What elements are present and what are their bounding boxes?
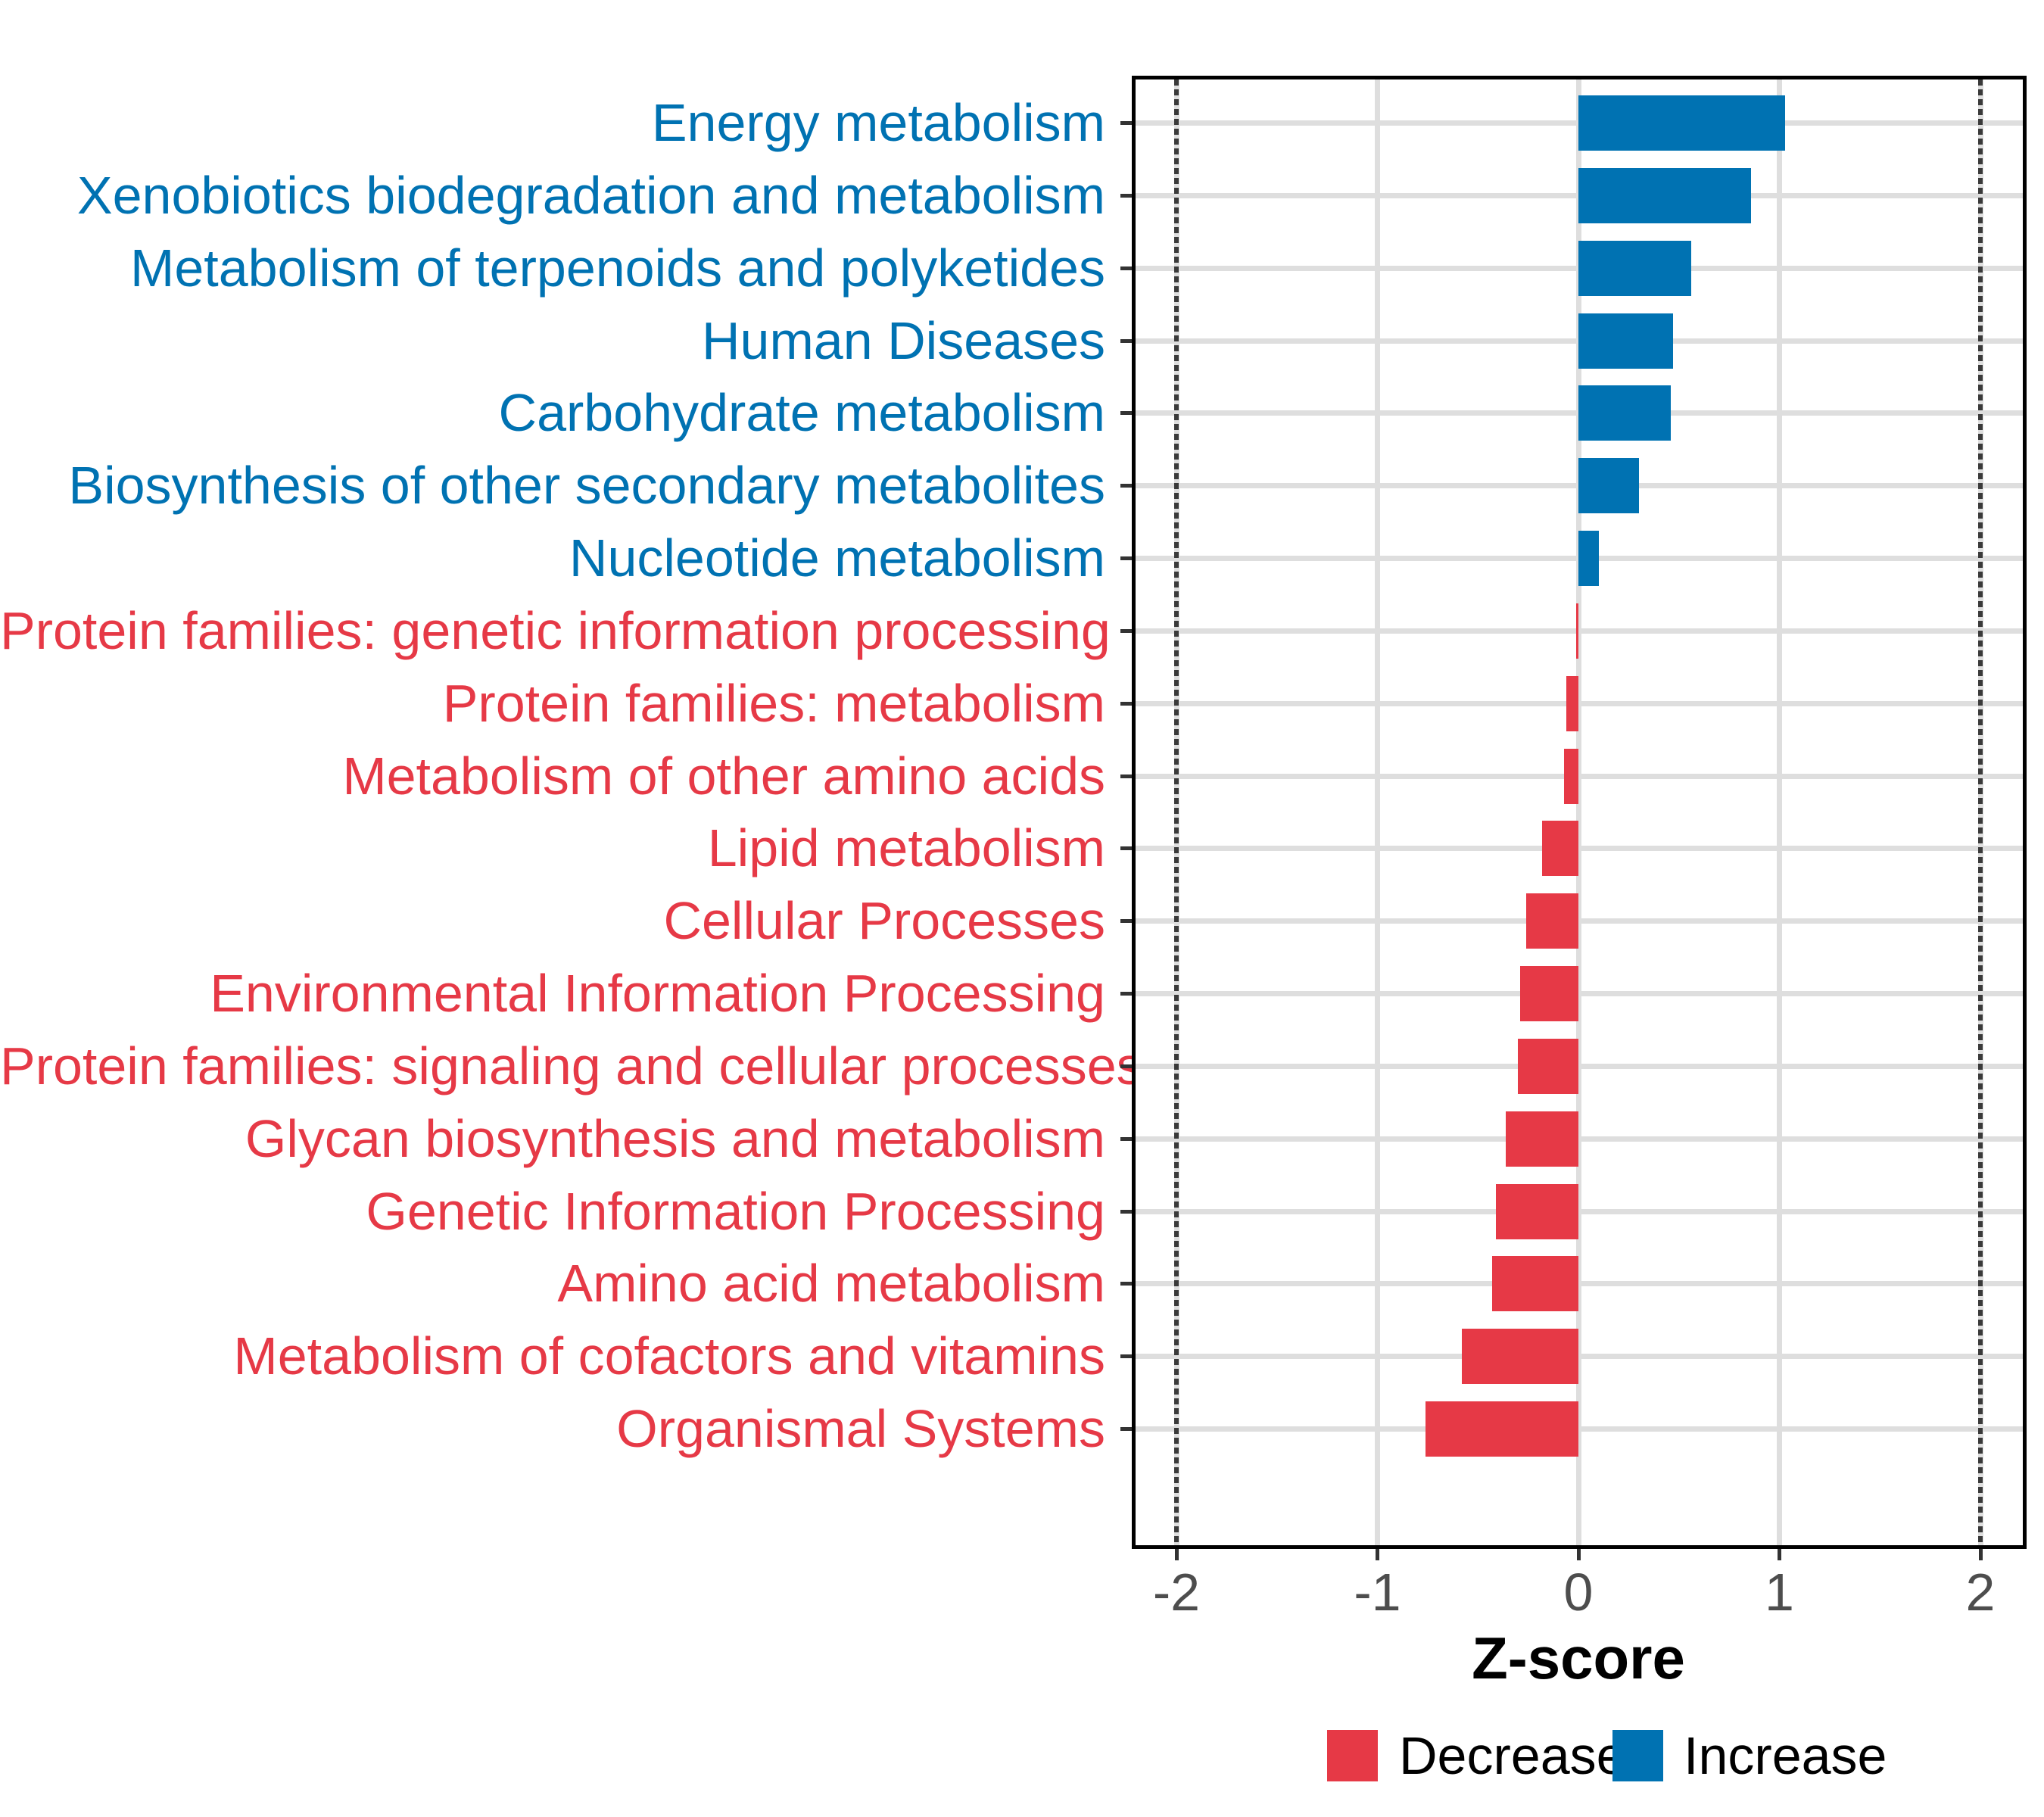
x-axis-tick-label: 0 (1563, 1563, 1594, 1622)
bar (1491, 1256, 1578, 1312)
legend-label-decrease: Decrease (1399, 1726, 1626, 1785)
category-label: Metabolism of other amino acids (342, 746, 1105, 806)
y-axis-tick (1120, 484, 1132, 488)
bar (1578, 240, 1691, 296)
x-axis-tick (1174, 1549, 1179, 1560)
bar (1506, 1111, 1578, 1167)
category-label: Energy metabolism (651, 93, 1105, 152)
reference-line-dotted (1174, 79, 1179, 1545)
y-axis-tick (1120, 1427, 1132, 1432)
y-axis-tick (1120, 1064, 1132, 1068)
category-label: Biosynthesis of other secondary metaboli… (68, 456, 1105, 516)
y-axis-tick (1120, 1136, 1132, 1141)
bar (1578, 313, 1673, 369)
y-axis-tick (1120, 338, 1132, 343)
legend: Decrease Increase (0, 1726, 2044, 1785)
y-axis-tick (1120, 266, 1132, 270)
bar (1576, 603, 1578, 659)
y-axis-tick (1120, 411, 1132, 416)
plot-panel (1132, 76, 2027, 1549)
bar (1518, 1038, 1578, 1094)
category-label: Nucleotide metabolism (569, 528, 1105, 588)
bar (1520, 966, 1578, 1022)
category-label: Glycan biosynthesis and metabolism (245, 1108, 1105, 1168)
x-axis-tick-label: -2 (1152, 1563, 1201, 1622)
bar (1542, 821, 1578, 877)
bar (1426, 1401, 1578, 1457)
x-axis-tick (1576, 1549, 1581, 1560)
category-label: Amino acid metabolism (557, 1254, 1105, 1314)
category-label: Environmental Information Processing (210, 964, 1105, 1024)
legend-label-increase: Increase (1684, 1726, 1887, 1785)
y-axis-tick (1120, 701, 1132, 706)
x-axis-title: Z-score (1472, 1625, 1685, 1691)
category-label: Metabolism of terpenoids and polyketides (130, 238, 1105, 298)
y-axis-tick (1120, 628, 1132, 633)
bar (1564, 748, 1578, 804)
x-axis-tick-label: -1 (1354, 1563, 1401, 1622)
y-axis-tick (1120, 121, 1132, 125)
x-axis-tick-label: 2 (1965, 1563, 1996, 1622)
legend-swatch-decrease (1327, 1730, 1378, 1781)
bar (1496, 1183, 1578, 1239)
y-axis-tick (1120, 846, 1132, 851)
x-axis-tick-label: 1 (1765, 1563, 1794, 1622)
legend-swatch-increase (1612, 1730, 1663, 1781)
bar (1578, 167, 1752, 223)
bar (1578, 531, 1599, 587)
bar (1578, 385, 1672, 441)
bar (1462, 1329, 1578, 1385)
category-label: Genetic Information Processing (366, 1181, 1105, 1241)
bar (1578, 458, 1639, 514)
x-axis-tick (1376, 1549, 1379, 1560)
bar (1566, 675, 1578, 731)
category-label: Cellular Processes (663, 891, 1105, 951)
gridline-vertical (1375, 79, 1380, 1545)
reference-line-dotted (1978, 79, 1983, 1545)
category-label: Carbohydrate metabolism (498, 383, 1105, 443)
category-label: Organismal Systems (616, 1399, 1105, 1459)
y-axis-tick (1120, 193, 1132, 198)
gridline-vertical (1777, 79, 1782, 1545)
x-axis-tick (1778, 1549, 1781, 1560)
y-axis-tick (1120, 992, 1132, 996)
bar (1525, 893, 1578, 949)
gridline-vertical (1575, 79, 1581, 1545)
bar (1578, 95, 1786, 151)
category-label: Protein families: metabolism (442, 673, 1105, 733)
category-label: Protein families: signaling and cellular… (0, 1036, 1143, 1095)
y-axis-tick (1120, 919, 1132, 924)
category-label: Protein families: genetic information pr… (0, 600, 1111, 660)
y-axis-tick (1120, 1282, 1132, 1286)
y-axis-tick (1120, 556, 1132, 561)
category-label: Metabolism of cofactors and vitamins (233, 1326, 1105, 1386)
x-axis-tick (1978, 1549, 1983, 1560)
y-axis-tick (1120, 774, 1132, 778)
category-label: Lipid metabolism (707, 818, 1105, 878)
category-label: Xenobiotics biodegradation and metabolis… (76, 165, 1105, 225)
y-axis-tick (1120, 1209, 1132, 1214)
y-axis-tick (1120, 1354, 1132, 1359)
category-label: Human Diseases (702, 310, 1105, 370)
